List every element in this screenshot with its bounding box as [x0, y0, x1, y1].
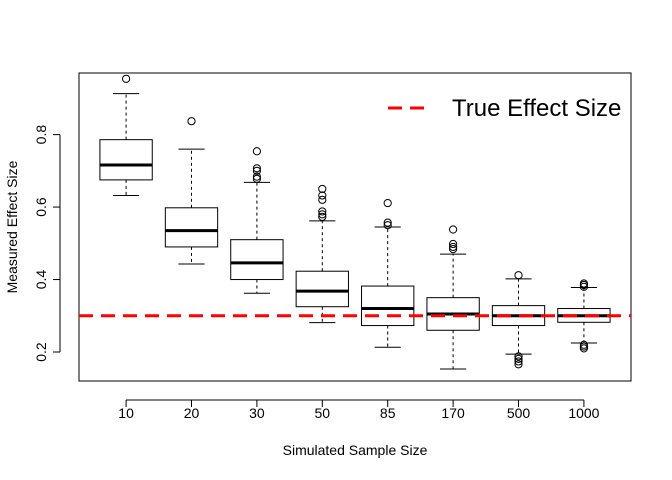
outlier-30-1: [252, 172, 261, 181]
outlier-50-5: [318, 184, 327, 194]
box-group-10: [99, 74, 153, 196]
outlier-50-3: [318, 195, 327, 204]
y-tick-label-0: 0.2: [33, 342, 49, 362]
box-group-170: [426, 225, 480, 370]
outlier-1000-2: [579, 340, 589, 349]
outlier-170-0: [449, 245, 458, 254]
x-tick-label-170: 170: [441, 405, 465, 421]
outlier-50-2: [318, 207, 327, 216]
box-group-85: [361, 198, 415, 348]
x-tick-label-1000: 1000: [568, 405, 599, 421]
outlier-50-0: [318, 212, 327, 221]
box-20: [164, 207, 219, 248]
outlier-85-1: [383, 218, 392, 227]
box-group-30: [230, 147, 284, 294]
x-tick-label-30: 30: [249, 405, 265, 421]
outlier-170-3: [449, 225, 458, 234]
outlier-10-0: [121, 74, 131, 83]
y-axis-label: Measured Effect Size: [4, 160, 20, 293]
y-axis: 0.2 0.4 0.6 0.8: [33, 125, 61, 362]
box-50: [295, 270, 349, 308]
x-tick-label-85: 85: [380, 405, 396, 421]
outlier-85-2: [383, 198, 392, 208]
x-tick-label-50: 50: [315, 405, 331, 421]
outlier-500-4: [514, 271, 523, 280]
outlier-85-0: [383, 221, 392, 230]
box-group-500: [491, 271, 546, 369]
boxes-layer: [99, 74, 611, 370]
outlier-20-0: [187, 117, 196, 126]
box-group-50: [295, 184, 349, 324]
x-tick-label-500: 500: [507, 405, 531, 421]
outlier-1000-5: [579, 279, 589, 288]
outlier-500-2: [514, 354, 523, 363]
outlier-30-4: [252, 147, 261, 156]
outlier-30-2: [252, 166, 261, 175]
outlier-170-2: [449, 239, 458, 249]
box-10: [99, 139, 153, 181]
outlier-170-1: [449, 242, 458, 252]
box-group-20: [164, 117, 219, 265]
outlier-30-0: [252, 174, 261, 183]
y-tick-label-1: 0.4: [33, 270, 49, 290]
outlier-500-1: [514, 357, 523, 366]
y-tick-label-3: 0.8: [33, 125, 49, 145]
y-tick-label-2: 0.6: [33, 197, 49, 217]
outlier-50-4: [318, 191, 327, 200]
x-axis: 10 20 30 50 85 170 500 1000: [118, 399, 600, 421]
box-30: [230, 239, 284, 281]
legend-label: True Effect Size: [452, 95, 621, 122]
outlier-50-1: [318, 210, 327, 219]
x-tick-label-10: 10: [118, 405, 134, 421]
x-axis-label: Simulated Sample Size: [283, 442, 428, 458]
x-tick-label-20: 20: [184, 405, 200, 421]
outlier-500-0: [514, 360, 523, 369]
plot-frame: [78, 72, 632, 382]
outlier-500-3: [514, 352, 523, 361]
legend: True Effect Size: [388, 95, 621, 122]
box-85: [361, 285, 415, 327]
outlier-30-3: [252, 164, 261, 173]
